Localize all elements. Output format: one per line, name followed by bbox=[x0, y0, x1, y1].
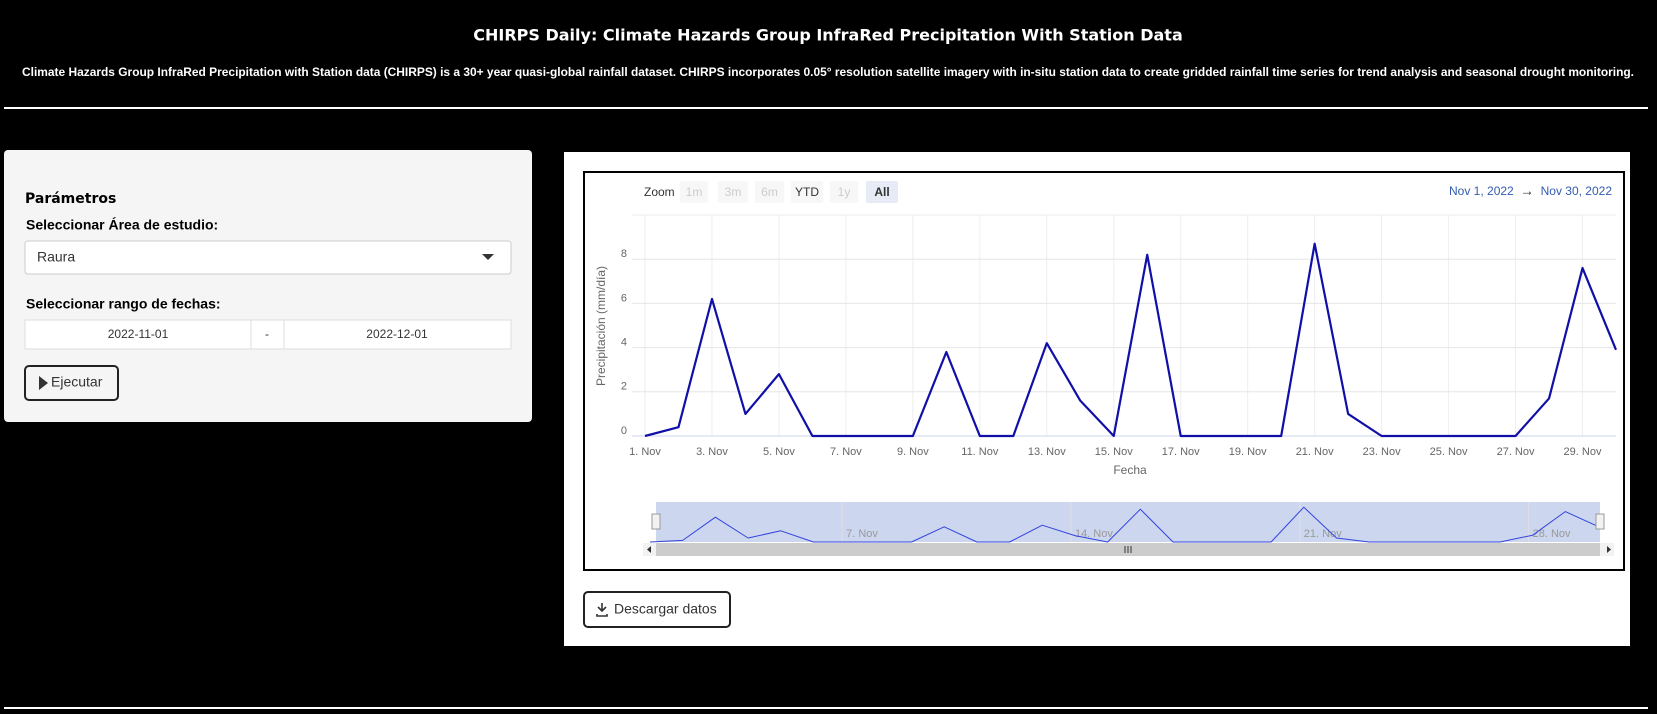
sidebar-heading: Parámetros bbox=[25, 191, 116, 207]
x-tick-label: 25. Nov bbox=[1430, 446, 1468, 458]
chart: Zoom 1m 3m 6m YTD 1y All Nov 1, 2022 → Nov 30, 20… bbox=[594, 181, 1618, 556]
run-button[interactable] bbox=[24, 365, 119, 401]
scrollbar-arrow bbox=[1607, 546, 1611, 553]
x-tick-label: 29. Nov bbox=[1564, 446, 1602, 458]
y-tick-label: 2 bbox=[621, 381, 627, 393]
data-line bbox=[644, 242, 1618, 438]
zoom-button-label: 6m bbox=[761, 185, 778, 199]
zoom-button[interactable] bbox=[830, 181, 858, 203]
y-tick-label: 4 bbox=[621, 337, 627, 349]
navigator-handle[interactable] bbox=[1595, 513, 1605, 530]
date-start-input[interactable] bbox=[26, 321, 250, 348]
navigator-line bbox=[649, 506, 1599, 543]
scrollbar-grip bbox=[1124, 546, 1132, 553]
x-axis-title: Fecha bbox=[1113, 463, 1147, 477]
zoom-button-label: 3m bbox=[725, 185, 742, 199]
x-tick-label: 23. Nov bbox=[1363, 446, 1401, 458]
navigator-handle[interactable] bbox=[651, 513, 661, 530]
x-tick-label: 3. Nov bbox=[696, 446, 728, 458]
zoom-label: Zoom bbox=[644, 185, 675, 199]
x-tick-label: 7. Nov bbox=[830, 446, 862, 458]
date-end-input[interactable] bbox=[285, 321, 510, 348]
area-label: Seleccionar Área de estudio: bbox=[26, 217, 218, 233]
page-title: CHIRPS Daily: Climate Hazards Group Infr… bbox=[473, 26, 1183, 45]
area-select[interactable] bbox=[24, 240, 512, 275]
navigator-label: 14. Nov bbox=[1075, 528, 1113, 540]
x-tick-label: 13. Nov bbox=[1028, 446, 1066, 458]
date-start: 2022-11-01 bbox=[108, 327, 169, 341]
range-arrow: → bbox=[1520, 183, 1534, 199]
y-tick-label: 6 bbox=[621, 292, 627, 304]
range-start: Nov 1, 2022 bbox=[1449, 184, 1514, 198]
date-end: 2022-12-01 bbox=[366, 327, 428, 341]
zoom-button[interactable] bbox=[791, 181, 823, 203]
x-tick-label: 21. Nov bbox=[1296, 446, 1334, 458]
zoom-button-label: YTD bbox=[795, 185, 819, 199]
scrollbar-arrow bbox=[647, 546, 651, 553]
sidebar-panel bbox=[4, 150, 532, 422]
y-axis-title: Precipitación (mm/día) bbox=[594, 266, 608, 386]
zoom-button-label: 1y bbox=[838, 185, 851, 199]
y-tick-label: 8 bbox=[621, 248, 627, 260]
date-label: Seleccionar rango de fechas: bbox=[26, 296, 221, 312]
zoom-button[interactable] bbox=[680, 181, 708, 203]
download-button[interactable] bbox=[583, 591, 731, 628]
x-tick-label: 17. Nov bbox=[1162, 446, 1200, 458]
x-tick-label: 11. Nov bbox=[961, 446, 999, 458]
navigator-label: 21. Nov bbox=[1304, 528, 1342, 540]
zoom-button[interactable] bbox=[755, 181, 784, 203]
select-caret bbox=[482, 254, 494, 260]
x-tick-label: 15. Nov bbox=[1095, 446, 1133, 458]
zoom-button[interactable] bbox=[866, 181, 898, 203]
zoom-button[interactable] bbox=[718, 181, 748, 203]
download-button-label: Descargar datos bbox=[614, 601, 717, 617]
x-tick-label: 1. Nov bbox=[629, 446, 661, 458]
date-separator: - bbox=[265, 327, 269, 341]
zoom-button-label: All bbox=[874, 185, 889, 199]
zoom-button-label: 1m bbox=[686, 185, 703, 199]
navigator-label: 28. Nov bbox=[1533, 528, 1571, 540]
area-value: Raura bbox=[37, 249, 75, 265]
play-icon bbox=[39, 376, 48, 390]
run-button-label: Ejecutar bbox=[51, 374, 103, 390]
x-tick-label: 27. Nov bbox=[1497, 446, 1535, 458]
x-tick-label: 9. Nov bbox=[897, 446, 929, 458]
x-tick-label: 19. Nov bbox=[1229, 446, 1267, 458]
y-tick-label: 0 bbox=[621, 425, 627, 437]
download-icon bbox=[596, 603, 608, 617]
range-end: Nov 30, 2022 bbox=[1541, 184, 1613, 198]
page-description: Climate Hazards Group InfraRed Precipita… bbox=[22, 65, 1634, 79]
x-tick-label: 5. Nov bbox=[763, 446, 795, 458]
navigator-label: 7. Nov bbox=[846, 528, 878, 540]
